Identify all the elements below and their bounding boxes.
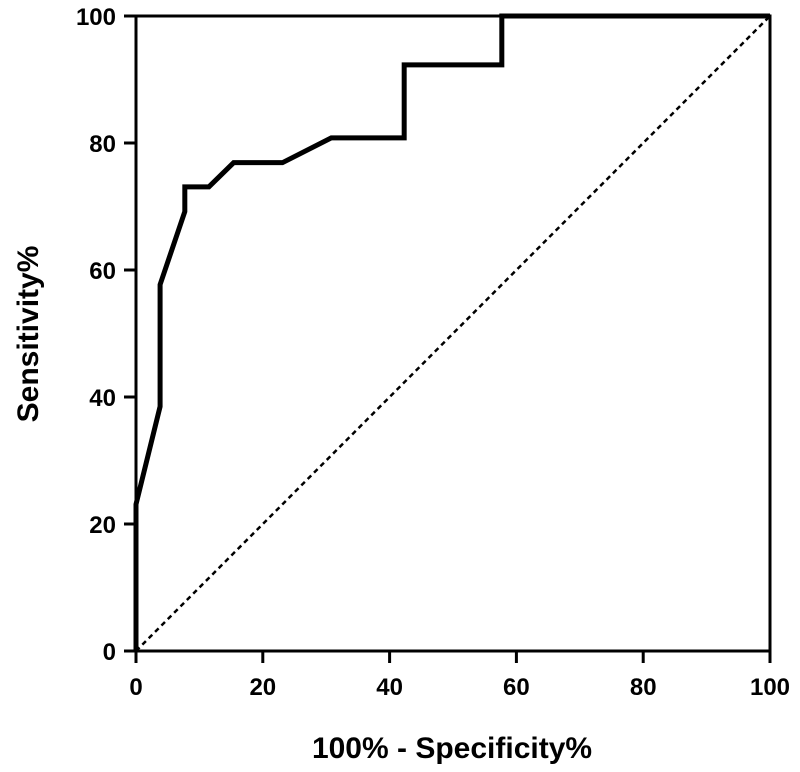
y-axis-title: Sensitivity% (12, 246, 45, 423)
y-tick-label: 40 (89, 385, 116, 412)
series-layer (133, 13, 771, 652)
y-tick-label: 80 (89, 131, 116, 158)
x-axis-ticks: 0 20 40 60 80 100 (129, 651, 790, 701)
x-tick-label: 0 (129, 674, 142, 701)
roc-curve-line (133, 13, 770, 651)
y-tick-label: 60 (89, 258, 116, 285)
reference-diagonal-line (135, 15, 771, 652)
x-tick-label: 100 (750, 674, 790, 701)
x-axis-title: 100% - Specificity% (312, 732, 592, 765)
y-tick-label: 0 (103, 639, 116, 666)
y-tick-label: 100 (76, 4, 116, 31)
x-tick-label: 40 (376, 674, 403, 701)
x-tick-label: 20 (249, 674, 276, 701)
x-tick-label: 80 (630, 674, 657, 701)
y-tick-label: 20 (89, 512, 116, 539)
plot-area (134, 14, 772, 653)
x-tick-label: 60 (503, 674, 530, 701)
y-axis-ticks: 0 20 40 60 80 100 (76, 4, 136, 666)
